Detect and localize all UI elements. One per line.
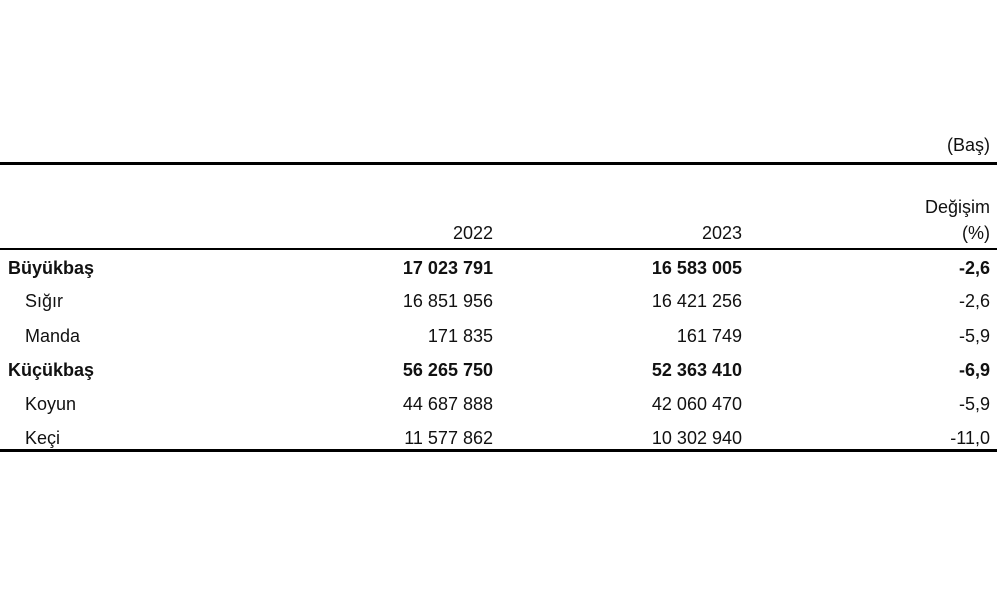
column-header: Değişim bbox=[924, 197, 990, 217]
column-header: 2023 bbox=[701, 223, 742, 243]
column-header: (%) bbox=[962, 223, 990, 243]
cell: 52 363 410 bbox=[651, 360, 742, 380]
column-header: 2022 bbox=[452, 223, 493, 243]
unit-label: (Baş) bbox=[946, 135, 990, 155]
cell: 56 265 750 bbox=[402, 360, 493, 380]
row-label: Sığır bbox=[25, 291, 64, 311]
cell: -5,9 bbox=[958, 394, 990, 414]
cell: 17 023 791 bbox=[402, 258, 493, 278]
cell: -2,6 bbox=[958, 258, 990, 278]
cell: 42 060 470 bbox=[651, 394, 742, 414]
top-rule bbox=[0, 162, 997, 165]
cell: -11,0 bbox=[950, 428, 990, 448]
row-label: Küçükbaş bbox=[8, 360, 95, 380]
cell: 16 583 005 bbox=[651, 258, 742, 278]
cell: 10 302 940 bbox=[651, 428, 742, 448]
cell: 171 835 bbox=[427, 326, 493, 346]
cell: -2,6 bbox=[958, 291, 990, 311]
cell: 11 577 862 bbox=[404, 428, 493, 448]
header-rule bbox=[0, 248, 997, 250]
cell: -6,9 bbox=[958, 360, 990, 380]
cell: 161 749 bbox=[676, 326, 742, 346]
cell: -5,9 bbox=[958, 326, 990, 346]
row-label: Manda bbox=[25, 326, 81, 346]
cell: 16 421 256 bbox=[651, 291, 742, 311]
cell: 16 851 956 bbox=[402, 291, 493, 311]
row-label: Koyun bbox=[25, 394, 77, 414]
cell: 44 687 888 bbox=[402, 394, 493, 414]
row-label: Büyükbaş bbox=[8, 258, 95, 278]
row-label: Keçi bbox=[25, 428, 61, 448]
bottom-rule bbox=[0, 449, 997, 452]
